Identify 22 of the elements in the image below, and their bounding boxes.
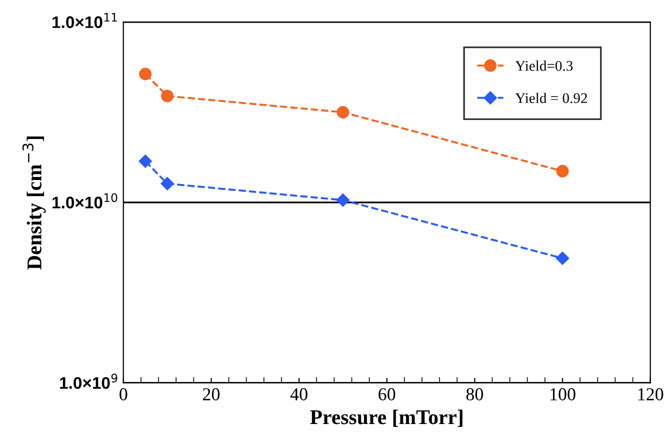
point (139, 68, 152, 80)
point (138, 154, 152, 168)
y-tick-label: 1.0×10$^{9}$ (60, 374, 118, 389)
x-tick-label: 80 (466, 388, 484, 400)
point (336, 193, 350, 207)
x-tick-label: 120 (638, 388, 664, 400)
point (556, 252, 570, 265)
x-tick-label: 100 (550, 388, 576, 400)
point (336, 106, 350, 119)
legend-label: Yield=0.3 (515, 60, 573, 71)
point (160, 177, 174, 190)
x-tick-label: 60 (378, 388, 396, 400)
point (556, 164, 569, 178)
x-tick-label: 20 (202, 388, 220, 400)
x-tick-label: 0 (120, 388, 128, 400)
y-tick-label: 1.0×10$^{10}$ (52, 193, 118, 208)
x-tick-label: 40 (290, 388, 308, 400)
point (161, 90, 174, 102)
y-tick-label: 1.0×10$^{11}$ (52, 13, 117, 28)
legend-label: Yield = 0.92 (515, 92, 587, 104)
x-axis-title: Pressure [mTorr] (310, 410, 462, 427)
y-axis-title: Density [cm$^{−3}$] (22, 136, 46, 270)
